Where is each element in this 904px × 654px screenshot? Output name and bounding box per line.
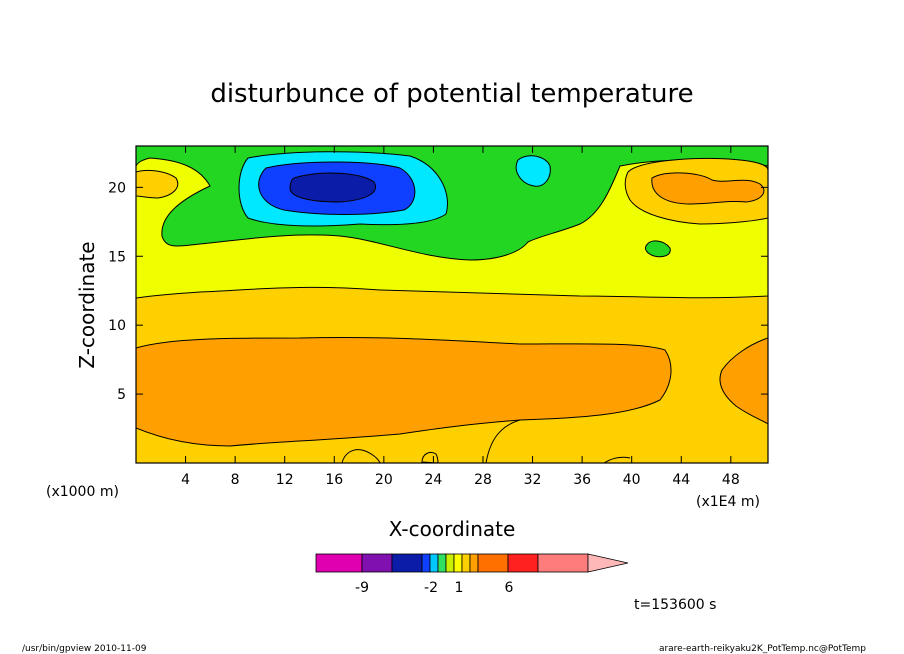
x-tick-label: 32 <box>524 472 542 488</box>
colorbar-segment <box>315 553 363 573</box>
y-tick-label: 20 <box>108 180 126 196</box>
colorbar <box>315 553 629 573</box>
y-axis-title: Z-coordinate <box>75 241 99 368</box>
contour-fill-green-small <box>645 240 671 258</box>
x-tick-label: 36 <box>573 472 591 488</box>
colorbar-arrow <box>587 553 629 573</box>
colorbar-segment <box>507 553 539 573</box>
contour-field <box>136 146 768 463</box>
x-axis-title: X-coordinate <box>389 517 516 541</box>
colorbar-segment <box>477 553 509 573</box>
colorbar-segment <box>429 553 439 573</box>
chart-title: disturbunce of potential temperature <box>210 79 693 109</box>
y-tick-label: 10 <box>108 318 126 334</box>
colorbar-tick-label: 6 <box>505 580 514 596</box>
colorbar-tick-label: -2 <box>424 580 438 596</box>
colorbar-segment <box>453 553 463 573</box>
contour-fill-dark-blue <box>289 172 376 203</box>
x-tick-label: 8 <box>231 472 240 488</box>
colorbar-segment <box>445 553 455 573</box>
colorbar-tick-label: -9 <box>355 580 369 596</box>
contour-fill-lower-warm <box>136 336 672 447</box>
x-tick-label: 40 <box>623 472 641 488</box>
colorbar-segment <box>421 553 431 573</box>
contour-fill-west-gold <box>136 169 179 199</box>
x-tick-label: 44 <box>672 472 690 488</box>
colorbar-segment <box>391 553 423 573</box>
colorbar-segment <box>469 553 479 573</box>
contour-fill-east-orange <box>651 172 765 205</box>
y-tick-label: 5 <box>117 387 126 403</box>
x-tick-label: 48 <box>722 472 740 488</box>
x-tick-label: 28 <box>474 472 492 488</box>
contour-fill-east-warm <box>719 337 768 425</box>
x-tick-label: 16 <box>325 472 343 488</box>
contour-fill-gold-blob <box>421 451 439 463</box>
colorbar-segment <box>461 553 471 573</box>
x-tick-label: 12 <box>276 472 294 488</box>
colorbar-tick-label: 1 <box>455 580 464 596</box>
contour-line-bottom-small <box>603 456 631 463</box>
x-unit-left: (x1000 m) <box>46 484 119 500</box>
x-tick-label: 20 <box>375 472 393 488</box>
footer-left: /usr/bin/gpview 2010-11-09 <box>22 644 147 654</box>
colorbar-labels: -9 -2 1 6 <box>355 580 514 596</box>
plot-frame <box>135 145 769 464</box>
contour-fill-cyan-small <box>515 155 551 187</box>
colorbar-segment <box>437 553 447 573</box>
colorbar-segment <box>361 553 393 573</box>
contour-line-bottom-right <box>485 419 521 463</box>
contour-fill-bottom-gold <box>341 449 381 463</box>
x-tick-label: 24 <box>424 472 442 488</box>
colorbar-segment <box>537 553 589 573</box>
footer-right: arare-earth-reikyaku2K_PotTemp.nc@PotTem… <box>659 644 866 654</box>
x-unit-right: (x1E4 m) <box>696 494 760 510</box>
y-tick-label: 15 <box>108 249 126 265</box>
time-label: t=153600 s <box>634 597 716 613</box>
x-tick-label: 4 <box>181 472 190 488</box>
